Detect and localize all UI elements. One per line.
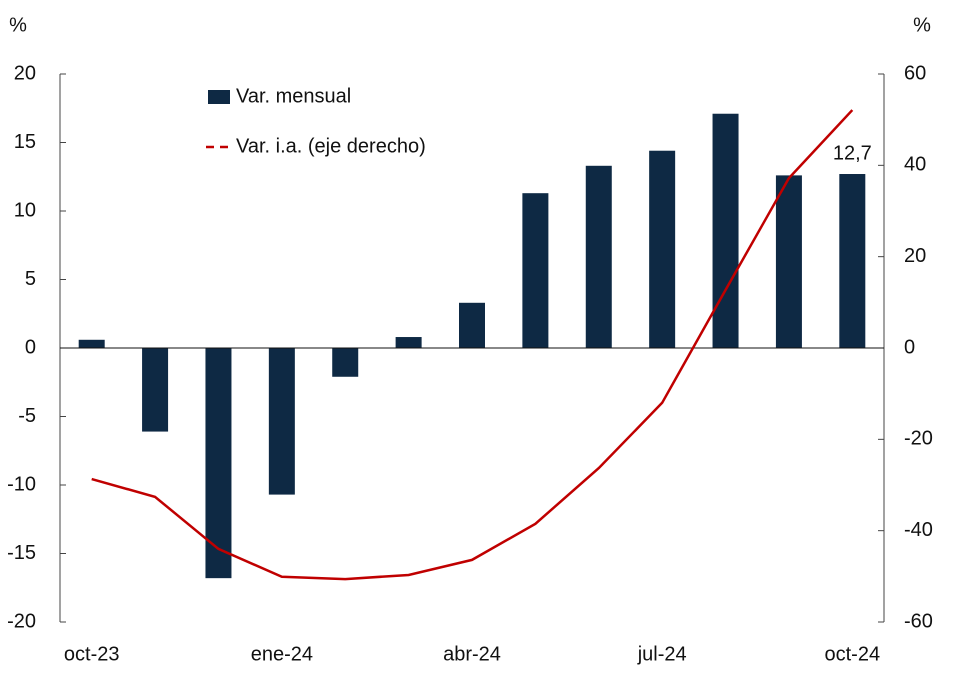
x-tick-label: abr-24 <box>443 643 501 665</box>
bar <box>522 193 549 348</box>
bar <box>268 348 295 495</box>
x-tick-label: oct-23 <box>64 643 120 665</box>
y-tick-label: 20 <box>14 62 36 84</box>
y-tick-label: -15 <box>7 542 36 564</box>
x-tick-label: ene-24 <box>251 643 313 665</box>
bar <box>459 302 485 348</box>
value-label: 12,7 <box>833 142 872 164</box>
y-tick-label: 0 <box>25 336 36 358</box>
bar <box>712 113 739 348</box>
bar <box>775 175 802 348</box>
y2-tick-label: -20 <box>904 428 933 450</box>
x-tick-label: jul-24 <box>637 643 687 665</box>
bar <box>332 348 359 377</box>
bar <box>649 150 676 348</box>
y-tick-label: 15 <box>14 131 36 153</box>
line <box>91 109 854 581</box>
bar <box>78 339 105 348</box>
x-tick-label: oct-24 <box>825 643 881 665</box>
bar <box>839 174 866 348</box>
y-axis-label: % <box>9 14 27 36</box>
legend-label: Var. mensual <box>236 85 351 107</box>
legend-swatch <box>208 90 230 104</box>
y-tick-label: 5 <box>25 268 36 290</box>
y2-tick-label: 40 <box>904 154 926 176</box>
y-tick-label: -10 <box>7 473 36 495</box>
y-tick-label: 10 <box>14 199 36 221</box>
y2-tick-label: -40 <box>904 519 933 541</box>
y2-tick-label: 20 <box>904 245 926 267</box>
legend-label: Var. i.a. (eje derecho) <box>236 135 426 157</box>
bar <box>205 348 232 579</box>
y2-tick-label: 0 <box>904 336 915 358</box>
y-tick-label: -20 <box>7 610 36 632</box>
y2-tick-label: -60 <box>904 610 933 632</box>
y2-tick-label: 60 <box>904 62 926 84</box>
y-tick-label: -5 <box>18 405 36 427</box>
bar <box>585 165 612 348</box>
y2-axis-label: % <box>913 14 931 36</box>
bar <box>142 348 169 432</box>
bar <box>395 337 422 348</box>
